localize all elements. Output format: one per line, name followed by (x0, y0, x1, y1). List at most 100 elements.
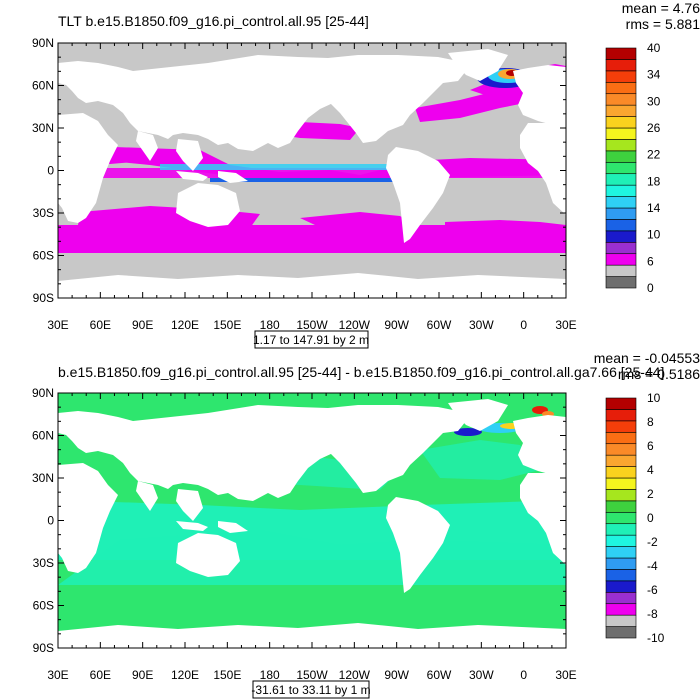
colorbar-swatch (605, 603, 637, 616)
colorbar-label: -8 (647, 607, 658, 621)
panel-top-colorbar: 0 6 10 14 18 22 26 30 34 40 (605, 41, 661, 295)
colorbar-swatch (605, 534, 637, 547)
colorbar-swatch (605, 139, 637, 152)
colorbar-swatch (605, 196, 637, 209)
panel-top-yaxis: 90N 60N 30N 0 30S 60S 90S (32, 36, 566, 305)
x-tick-label: 120W (339, 668, 371, 682)
colorbar-label: -4 (647, 559, 658, 573)
x-tick-label: 30E (555, 668, 576, 682)
y-tick-label: 90S (33, 291, 54, 305)
panel-top-range-box (254, 330, 369, 349)
colorbar-swatch (605, 409, 637, 422)
colorbar-swatch (605, 207, 637, 220)
x-tick-label: 120W (339, 318, 371, 332)
colorbar-swatch (605, 104, 637, 117)
x-tick-label: 30W (469, 318, 494, 332)
colorbar-label: 18 (647, 174, 661, 188)
colorbar-swatch (605, 59, 637, 72)
y-tick-label: 30S (33, 556, 54, 570)
x-tick-label: 90W (384, 318, 409, 332)
colorbar-label: 22 (647, 148, 661, 162)
colorbar-swatch (605, 150, 637, 163)
panel-top-mean: mean = 4.76 (622, 0, 700, 16)
y-tick-label: 30N (32, 471, 54, 485)
colorbar-swatch (605, 614, 637, 627)
colorbar-swatch (605, 466, 637, 479)
x-tick-label: 90W (384, 668, 409, 682)
x-tick-label: 0 (520, 668, 527, 682)
x-tick-label: 150E (213, 318, 241, 332)
colorbar-swatch (605, 626, 637, 639)
colorbar-label: -6 (647, 583, 658, 597)
y-tick-label: 30N (32, 121, 54, 135)
x-tick-label: 180 (260, 318, 280, 332)
colorbar-label: -2 (647, 535, 658, 549)
colorbar-swatch (605, 241, 637, 255)
colorbar-label: 10 (647, 391, 661, 405)
y-tick-label: 0 (47, 164, 54, 178)
colorbar-label: 34 (647, 68, 661, 82)
colorbar-label: 10 (647, 228, 661, 242)
colorbar-label: 14 (647, 201, 661, 215)
x-tick-label: 30E (47, 668, 68, 682)
y-tick-label: 30S (33, 206, 54, 220)
colorbar-label: 0 (647, 511, 654, 525)
panel-top: TLT b.e15.B1850.f09_g16.pi_control.all.9… (32, 0, 700, 349)
colorbar-label: 30 (647, 94, 661, 108)
colorbar-swatch (605, 253, 637, 266)
x-tick-label: 150E (213, 668, 241, 682)
colorbar-swatch (605, 127, 637, 140)
panel-bottom-range-label: -31.61 to 33.11 by 1 m (251, 683, 370, 697)
panel-bottom-yaxis: 90N 60N 30N 0 30S 60S 90S (32, 386, 566, 655)
colorbar-swatch (605, 557, 637, 570)
colorbar-swatch (605, 477, 637, 490)
x-tick-label: 150W (296, 668, 328, 682)
colorbar-swatch (605, 580, 637, 593)
y-tick-label: 90N (32, 36, 54, 50)
panel-bottom-colorbar: -10 -8 -6 -4 -2 0 2 4 6 8 10 (605, 391, 665, 645)
colorbar-swatch (605, 591, 637, 605)
colorbar-swatch (605, 161, 637, 175)
y-tick-label: 60S (33, 599, 54, 613)
colorbar-swatch (605, 116, 637, 129)
x-tick-label: 30E (47, 318, 68, 332)
panel-top-xaxis: 30E 60E 90E 120E 150E 180 150W 120W 90W 60W 30W 0 30… (47, 43, 577, 332)
panel-bottom-title: b.e15.B1850.f09_g16.pi_control.all.95 [2… (58, 364, 664, 380)
colorbar-label: 6 (647, 439, 654, 453)
x-tick-label: 90E (132, 318, 153, 332)
colorbar-swatch (605, 47, 637, 60)
colorbar-swatch (605, 523, 637, 536)
x-tick-label: 150W (296, 318, 328, 332)
x-tick-label: 0 (520, 318, 527, 332)
colorbar-label: 4 (647, 463, 654, 477)
colorbar-swatch (605, 93, 637, 106)
panel-top-rms: rms = 5.881 (626, 16, 700, 32)
colorbar-swatch (605, 511, 637, 525)
colorbar-label: 40 (647, 41, 661, 55)
panel-top-title: TLT b.e15.B1850.f09_g16.pi_control.all.9… (58, 13, 369, 29)
panel-bottom-xaxis: 30E 60E 90E 120E 150E 180 150W 120W 90W 60W 30W 0 30… (47, 393, 577, 682)
colorbar-label: 2 (647, 487, 654, 501)
x-tick-label: 90E (132, 668, 153, 682)
panel-bottom: b.e15.B1850.f09_g16.pi_control.all.95 [2… (32, 350, 700, 699)
colorbar-label: 26 (647, 121, 661, 135)
colorbar-swatch (605, 219, 637, 232)
colorbar-swatch (605, 264, 637, 277)
y-tick-label: 60N (32, 79, 54, 93)
colorbar-swatch (605, 81, 637, 95)
x-tick-label: 60E (90, 318, 111, 332)
colorbar-swatch (605, 454, 637, 467)
colorbar-swatch (605, 546, 637, 559)
panel-bottom-rms: rms = 0.5186 (618, 366, 700, 382)
colorbar-label: 0 (647, 281, 654, 295)
y-tick-label: 60S (33, 249, 54, 263)
y-tick-label: 90S (33, 641, 54, 655)
x-tick-label: 120E (171, 318, 199, 332)
colorbar-swatch (605, 173, 637, 186)
colorbar-swatch (605, 489, 637, 502)
colorbar-label: 8 (647, 415, 654, 429)
panel-bottom-mean: mean = -0.04553 (594, 350, 700, 366)
panel-top-equatorial (160, 164, 420, 182)
colorbar-swatch (605, 397, 637, 410)
